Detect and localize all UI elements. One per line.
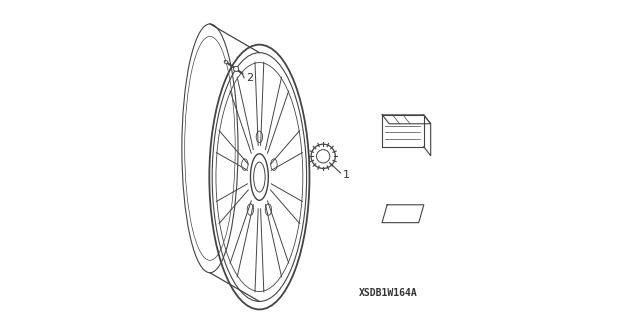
Ellipse shape [225, 61, 228, 64]
Text: 2: 2 [246, 73, 253, 83]
Text: 1: 1 [342, 170, 349, 180]
Text: XSDB1W164A: XSDB1W164A [359, 288, 418, 298]
Ellipse shape [234, 66, 239, 71]
